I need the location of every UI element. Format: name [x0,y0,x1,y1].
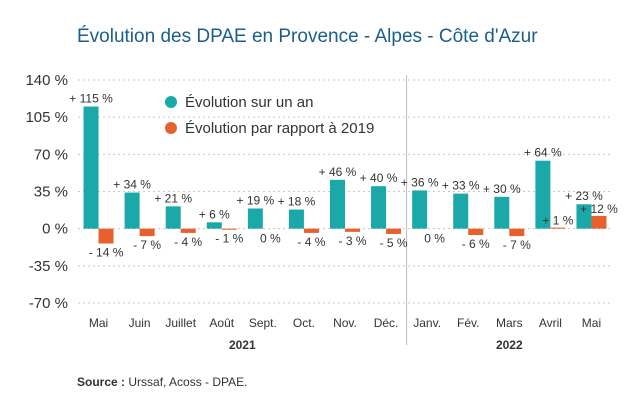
data-label-2019: - 6 % [462,237,490,251]
year-label: 2021 [229,338,256,352]
data-label-2019: 0 % [424,232,445,246]
legend-label: Évolution par rapport à 2019 [185,120,374,137]
bar-evolution-un-an [124,192,140,229]
bar-evolution-2019 [509,228,525,237]
legend-swatch [165,96,177,108]
legend: Évolution sur un an Évolution par rapport… [165,94,374,137]
x-tick-label: Nov. [333,316,357,330]
data-label-un-an: + 21 % [154,191,192,205]
legend-label: Évolution sur un an [185,94,313,111]
data-label-un-an: + 46 % [319,165,357,179]
y-tick-label: 140 % [25,72,68,89]
bar-evolution-2019 [345,228,360,232]
y-tick-label: -35 % [29,258,68,275]
bar-evolution-un-an [412,190,428,229]
source-text: Urssaf, Acoss - DPAE. [128,375,248,389]
data-labels: + 115 % - 14 % + 34 % - 7 % + 21 % - 4 % + 6 %… [69,92,618,260]
x-tick-label: Fév. [457,316,479,330]
y-axis-ticks: 140 % 105 % 70 % 35 % 0 % -35 % -70 % [25,72,68,312]
data-label-un-an: + 6 % [199,207,230,221]
x-tick-label: Déc. [374,316,399,330]
source-label: Source : [77,375,126,389]
data-label-un-an: + 34 % [113,178,151,192]
x-axis-ticks: Mai Juin Juillet Août Sept. Oct. Nov. Déc. Janv.… [89,316,601,352]
bar-evolution-un-an [288,209,304,229]
year-label: 2022 [496,338,523,352]
x-tick-label: Avril [539,316,562,330]
bar-evolution-2019 [139,228,155,237]
chart-title: Évolution des DPAE en Provence - Alpes -… [77,26,538,47]
bar-evolution-2019 [180,228,196,233]
y-tick-label: -70 % [29,295,68,312]
bar-evolution-un-an [453,193,469,229]
data-label-2019: - 7 % [133,238,161,252]
data-label-2019: - 14 % [89,246,124,260]
bar-evolution-2019 [386,228,402,234]
data-label-un-an: + 23 % [565,189,603,203]
data-label-2019: + 1 % [542,214,573,228]
bar-evolution-2019 [550,227,566,229]
x-tick-label: Août [209,316,234,330]
bar-evolution-2019 [221,228,237,230]
bar-evolution-un-an [206,222,222,229]
x-tick-label: Mars [496,316,523,330]
data-label-un-an: + 33 % [442,179,480,193]
data-label-un-an: + 115 % [69,92,113,106]
data-label-2019: - 4 % [174,235,202,249]
y-tick-label: 0 % [42,221,68,238]
bar-evolution-2019 [468,228,484,236]
data-label-un-an: + 64 % [524,146,562,160]
x-tick-label: Oct. [293,316,315,330]
legend-swatch [165,122,177,134]
x-tick-label: Juillet [165,316,196,330]
data-label-2019: - 4 % [297,235,325,249]
bar-evolution-2019 [98,228,114,244]
data-label-un-an: + 36 % [401,175,439,189]
y-tick-label: 105 % [25,109,68,126]
bar-evolution-un-an [165,206,181,229]
bar-evolution-un-an [535,160,551,229]
x-tick-label: Mai [582,316,601,330]
bars [83,106,607,244]
y-tick-label: 35 % [34,184,68,201]
x-tick-label: Mai [89,316,108,330]
y-tick-label: 70 % [34,146,68,163]
bar-evolution-un-an [247,208,263,229]
data-label-un-an: + 19 % [236,193,274,207]
x-tick-label: Sept. [249,316,277,330]
data-label-2019: - 7 % [503,238,531,252]
bar-evolution-un-an [330,179,345,229]
source-note: Source : Urssaf, Acoss - DPAE. [77,375,248,389]
data-label-un-an: + 40 % [360,171,398,185]
x-tick-label: Janv. [413,316,441,330]
bar-evolution-un-an [494,196,510,229]
bar-evolution-2019 [591,215,607,229]
bar-evolution-un-an [83,106,99,229]
data-label-un-an: + 30 % [483,182,521,196]
data-label-2019: - 3 % [338,234,366,248]
data-label-2019: - 5 % [380,236,408,250]
bar-evolution-2019 [303,228,319,233]
x-tick-label: Juin [129,316,151,330]
data-label-un-an: + 18 % [278,195,316,209]
data-label-2019: 0 % [260,232,281,246]
bar-evolution-un-an [576,204,592,229]
data-label-2019: - 1 % [215,232,243,246]
bar-evolution-un-an [371,186,387,229]
data-label-2019: + 12 % [580,202,618,216]
